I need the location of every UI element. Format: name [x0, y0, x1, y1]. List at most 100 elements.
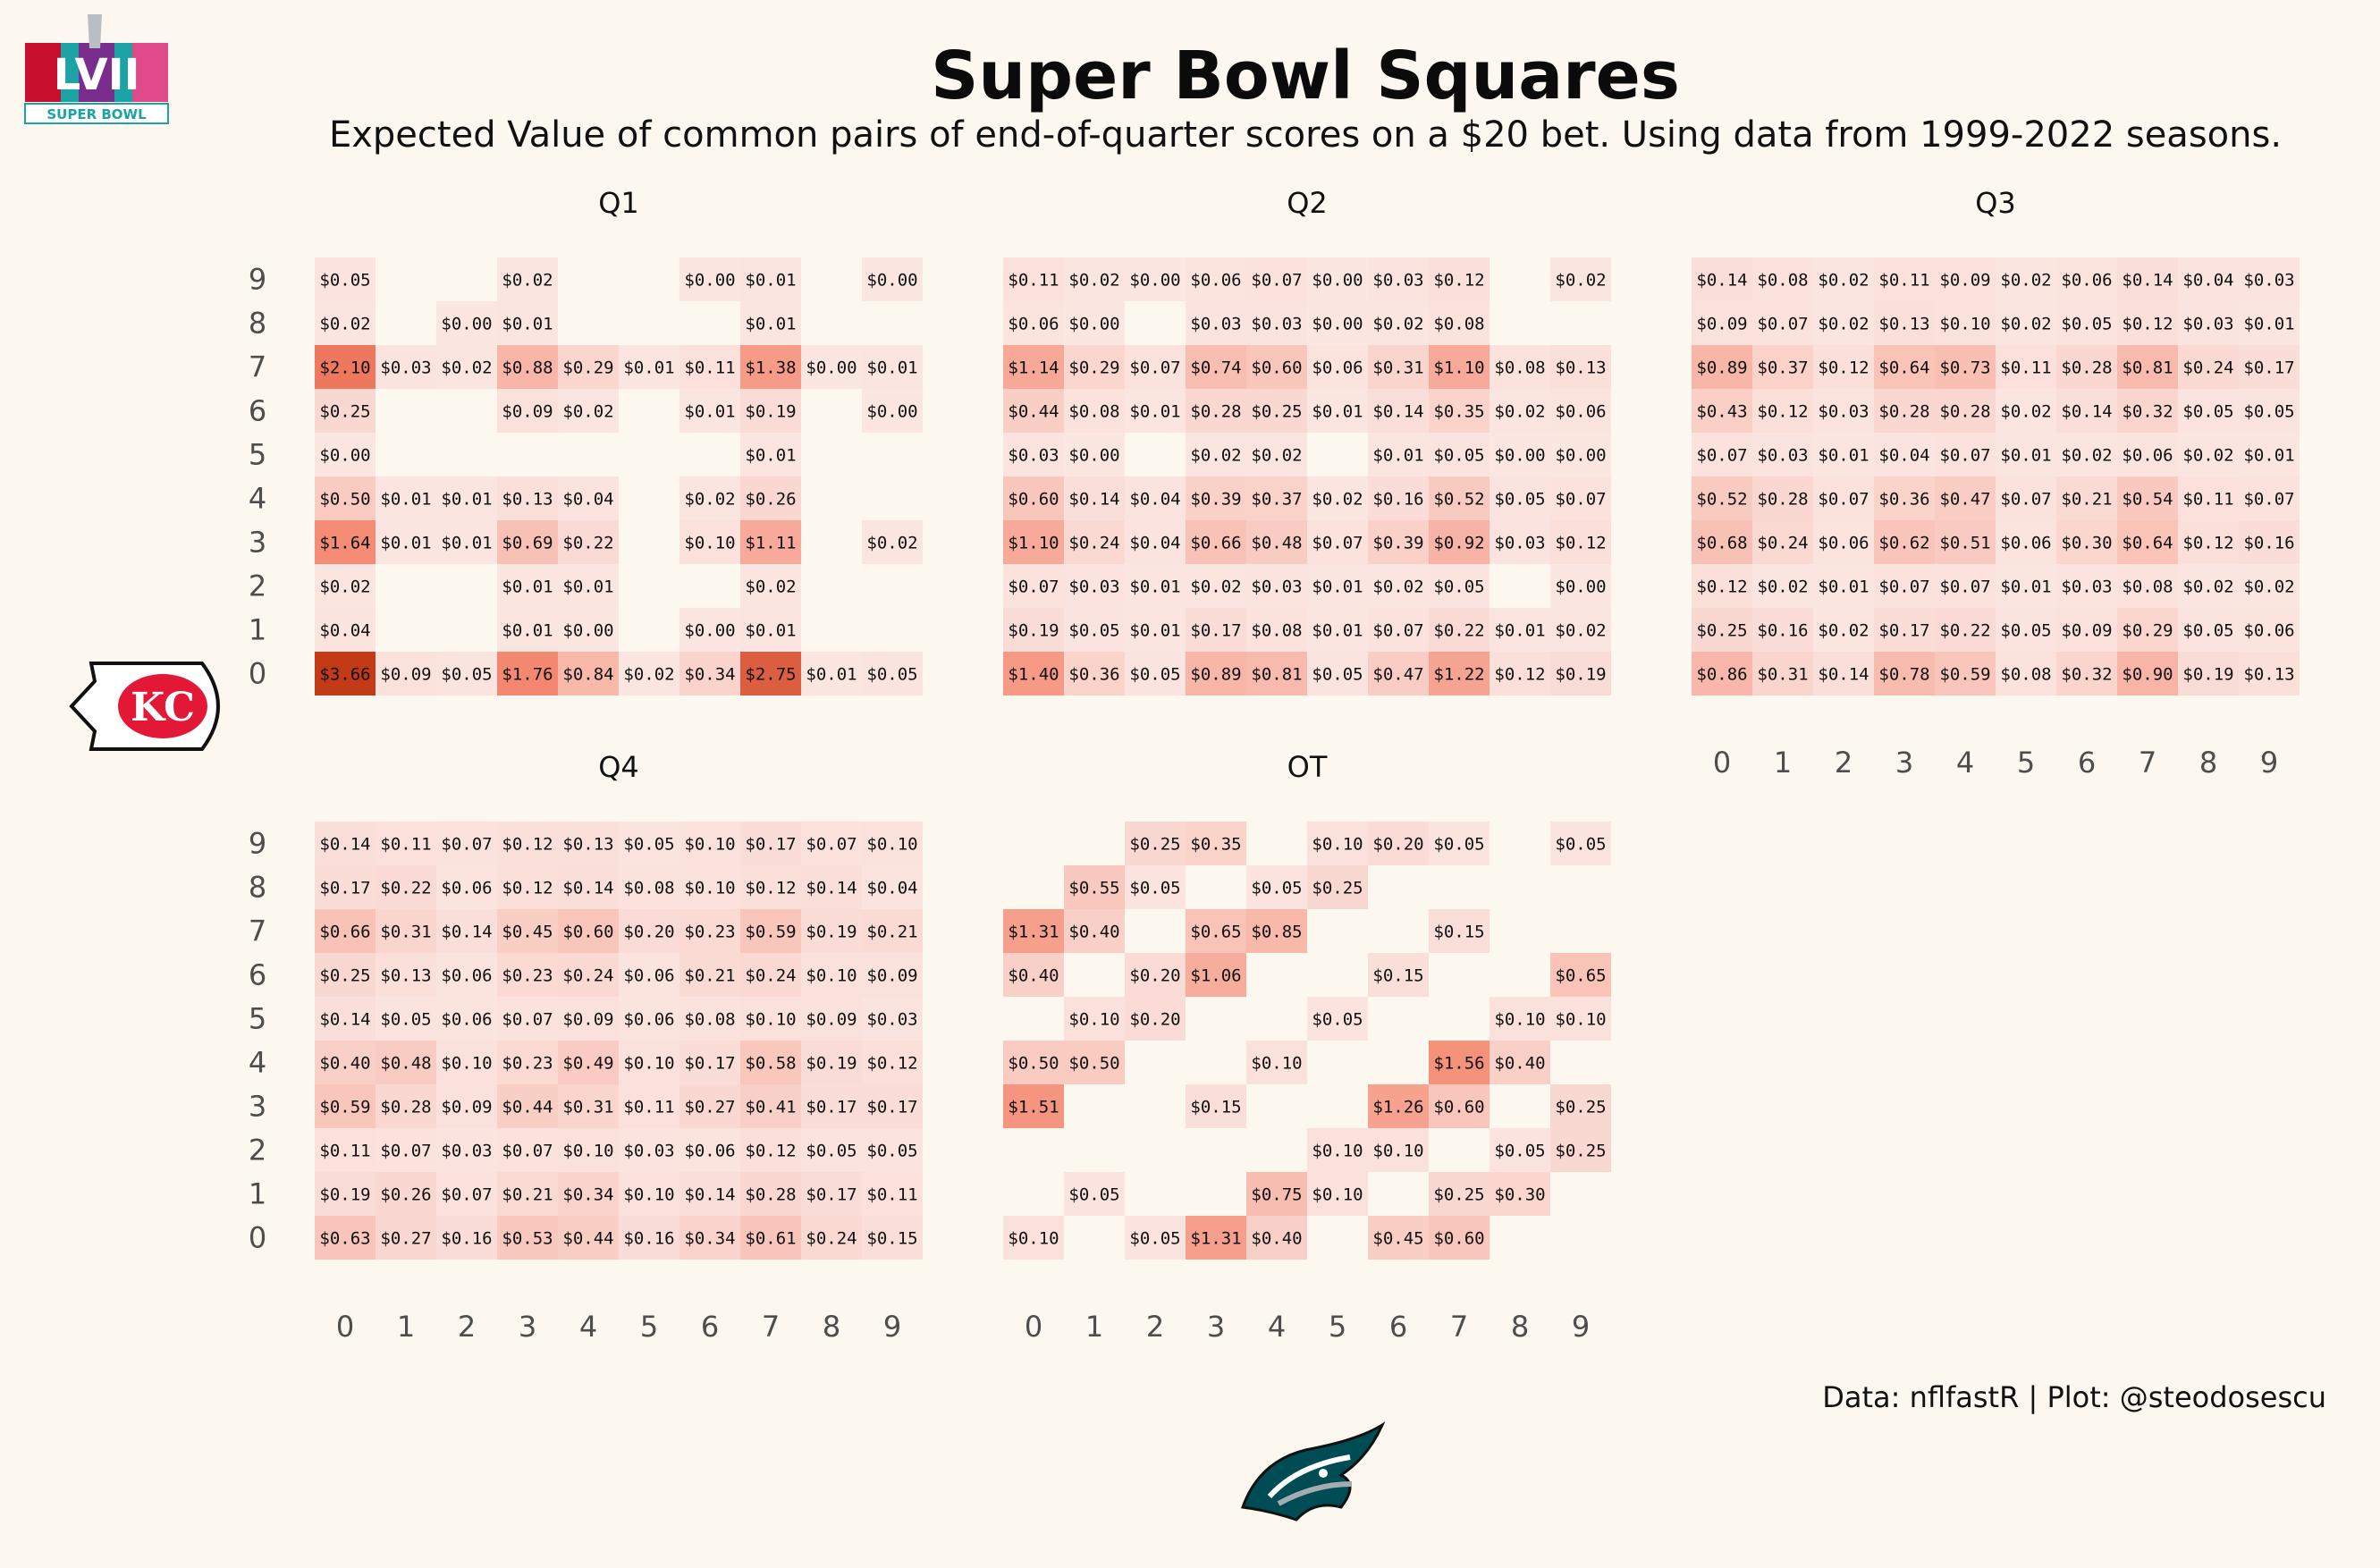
cell-value: $0.14: [441, 923, 492, 942]
heatmap-cell: [1186, 1084, 1246, 1128]
x-tick-label: 0: [336, 1310, 354, 1344]
cell-value: $0.25: [1433, 1185, 1484, 1205]
cell-value: $0.05: [2061, 315, 2112, 334]
panel-label: Q3: [1975, 186, 2016, 220]
panel-label: Q1: [598, 186, 639, 220]
cell-value: $0.31: [562, 1098, 613, 1117]
heatmap-cell: [1186, 909, 1246, 953]
heatmap-cell: [2056, 520, 2117, 564]
cell-value: $1.40: [1008, 665, 1059, 685]
heatmap-cell: [801, 997, 862, 1041]
cell-value: $0.10: [684, 835, 735, 855]
cell-value: $0.02: [1190, 446, 1241, 466]
heatmap-cell: [1550, 257, 1611, 301]
cell-value: $0.81: [2122, 358, 2173, 378]
cell-value: $0.00: [562, 621, 613, 641]
cell-value: $0.03: [2243, 271, 2294, 291]
cell-value: $0.16: [623, 1229, 674, 1249]
heatmap-cell: [619, 1084, 679, 1128]
cell-value: $0.05: [2182, 402, 2233, 422]
eagle-feather-silver: [1277, 1481, 1353, 1506]
cell-value: $0.01: [502, 621, 553, 641]
heatmap-cell: [1186, 564, 1246, 608]
heatmap-cell: [1813, 476, 1874, 520]
trophy-icon: [88, 14, 102, 48]
heatmap-cell: [315, 997, 376, 1041]
cell-value: $0.09: [866, 966, 917, 986]
cell-value: $0.01: [2000, 446, 2051, 466]
heatmap-cell: [315, 909, 376, 953]
heatmap-cell: [740, 1172, 801, 1216]
heatmap-cell: [497, 822, 558, 865]
heatmap-cell: [1752, 652, 1813, 695]
cell-value: $0.40: [1251, 1229, 1302, 1249]
heatmap-cell: [1996, 564, 2056, 608]
heatmap-cell: [1490, 1172, 1550, 1216]
cell-value: $0.05: [1433, 577, 1484, 597]
cell-value: $0.22: [1939, 621, 1990, 641]
cell-value: $0.40: [319, 1054, 370, 1074]
chiefs-monogram: KC: [131, 685, 195, 730]
heatmap-cell: [1874, 345, 1935, 389]
heatmap-cell: [497, 1084, 558, 1128]
cell-value: $0.34: [684, 665, 735, 685]
cell-value: $0.14: [2061, 402, 2112, 422]
cell-value: $0.13: [1878, 315, 1929, 334]
cell-value: $0.02: [684, 490, 735, 510]
cell-value: $0.02: [1372, 315, 1423, 334]
heatmap-cell: [862, 520, 923, 564]
cell-value: $0.05: [1494, 1142, 1545, 1161]
cell-value: $0.07: [380, 1142, 431, 1161]
heatmap-cell: [1368, 476, 1429, 520]
cell-value: $0.02: [1818, 315, 1869, 334]
heatmap-cell: [1003, 433, 1064, 476]
heatmap-cell: [1307, 1128, 1368, 1172]
heatmap-cell: [1490, 476, 1550, 520]
cell-value: $0.09: [380, 665, 431, 685]
heatmap-cell: [1003, 608, 1064, 652]
heatmap-cell: [1246, 476, 1307, 520]
cell-value: $0.02: [2000, 315, 2051, 334]
cell-value: $0.23: [502, 1054, 553, 1074]
heatmap-cell: [1429, 301, 1490, 345]
heatmap-cell: [1125, 865, 1186, 909]
cell-value: $0.12: [502, 879, 553, 898]
heatmap-cell: [2239, 345, 2300, 389]
x-tick-label: 8: [1511, 1310, 1529, 1344]
heatmap-cell: [558, 608, 619, 652]
cell-value: $0.17: [806, 1098, 857, 1117]
y-tick-label: 2: [249, 1134, 266, 1168]
cell-value: $0.00: [1494, 446, 1545, 466]
heatmap-cell: [1186, 953, 1246, 997]
cell-value: $0.00: [806, 358, 857, 378]
heatmap-cell: [679, 953, 740, 997]
cell-value: $0.05: [2000, 621, 2051, 641]
heatmap-cell: [376, 1128, 436, 1172]
heatmap-cell: [1246, 652, 1307, 695]
heatmap-cell: [315, 608, 376, 652]
heatmap-cell: [436, 1084, 497, 1128]
heatmap-cell: [436, 1128, 497, 1172]
heatmap-cell: [1246, 433, 1307, 476]
heatmap-cell: [558, 1216, 619, 1260]
cell-value: $0.24: [745, 966, 796, 986]
heatmap-cell: [1003, 953, 1064, 997]
cell-value: $0.10: [1008, 1229, 1059, 1249]
cell-value: $0.05: [2182, 621, 2233, 641]
heatmap-cell: [619, 1041, 679, 1084]
cell-value: $0.05: [1068, 621, 1119, 641]
cell-value: $0.17: [684, 1054, 735, 1074]
cell-value: $0.07: [1372, 621, 1423, 641]
heatmap-cell: [1429, 1172, 1490, 1216]
heatmap-cell: [619, 652, 679, 695]
cell-value: $0.01: [623, 358, 674, 378]
cell-value: $0.12: [1818, 358, 1869, 378]
heatmap-cell: [1752, 564, 1813, 608]
heatmap-cell: [1003, 1041, 1064, 1084]
heatmap-cell: [679, 1084, 740, 1128]
cell-value: $0.08: [684, 1010, 735, 1030]
heatmap-cell: [1996, 608, 2056, 652]
heatmap-cell: [497, 476, 558, 520]
heatmap-cell: [679, 1128, 740, 1172]
